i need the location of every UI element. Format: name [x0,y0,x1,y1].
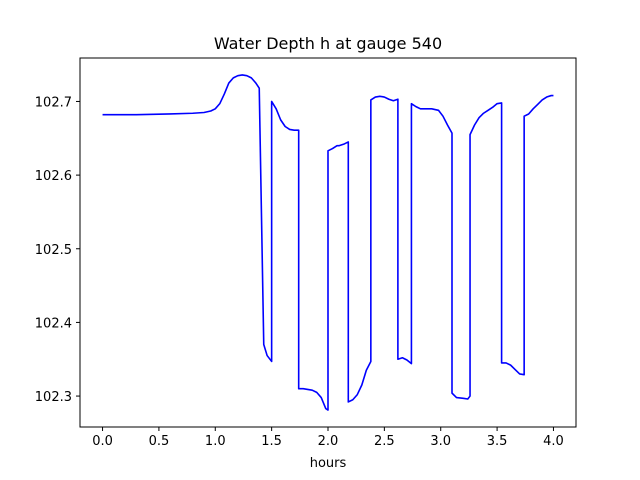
x-tick-label: 1.5 [261,434,282,449]
y-tick-label: 102.7 [35,95,72,110]
x-tick-label: 1.0 [205,434,226,449]
x-tick-label: 0.5 [149,434,170,449]
series-line-1 [102,74,554,411]
y-tick-label: 102.3 [35,390,72,405]
chart-title: Water Depth h at gauge 540 [214,34,442,53]
x-tick-label: 3.5 [487,434,508,449]
x-tick-label: 4.0 [543,434,564,449]
y-tick-label: 102.5 [35,243,72,258]
x-axis-label: hours [310,456,347,471]
y-tick-label: 102.6 [35,169,72,184]
y-axis-ticks: 102.3 102.4 102.5 102.6 102.7 [35,95,80,405]
x-tick-label: 0.0 [92,434,113,449]
x-tick-label: 2.0 [318,434,339,449]
x-tick-label: 2.5 [374,434,395,449]
x-axis-ticks: 0.0 0.5 1.0 1.5 2.0 2.5 3.0 3.5 4.0 [92,427,564,449]
x-tick-label: 3.0 [430,434,451,449]
y-tick-label: 102.4 [35,316,72,331]
